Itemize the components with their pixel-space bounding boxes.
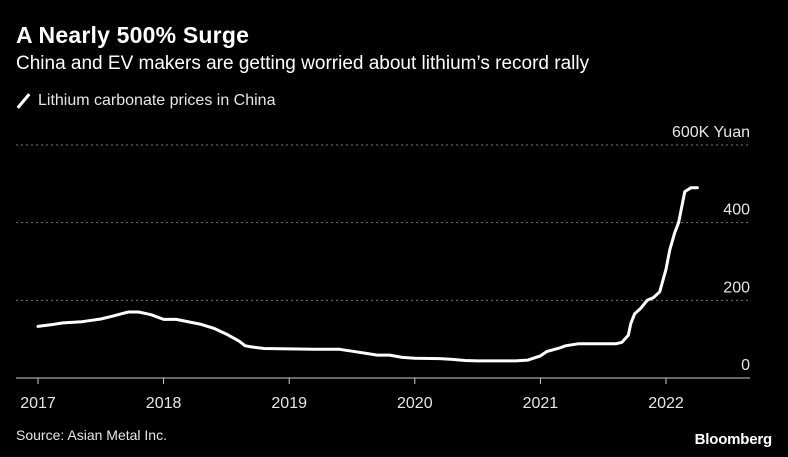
chart-subtitle: China and EV makers are getting worried … [16,53,590,74]
x-tick-label: 2019 [271,395,307,412]
x-tick-label: 2021 [523,395,559,412]
chart-title: A Nearly 500% Surge [16,22,250,48]
legend: Lithium carbonate prices in China [16,92,275,110]
x-tick-label: 2022 [648,395,684,412]
x-tick-label: 2017 [20,395,56,412]
legend-label: Lithium carbonate prices in China [38,92,276,109]
source-note: Source: Asian Metal Inc. [16,427,167,443]
y-tick-label: 0 [741,357,750,374]
x-tick-label: 2020 [397,395,433,412]
bloomberg-logo: Bloomberg [694,431,773,448]
series-line-lithium-carbonate [36,186,699,363]
x-tick-label: 2018 [146,395,182,412]
y-tick-label: 600K Yuan [672,124,750,141]
y-tick-label: 400 [723,202,750,219]
line-chart: 0 200 400 600K Yuan 2017 2018 2019 2020 2021 2022 [16,124,750,412]
y-tick-label: 200 [723,279,750,296]
